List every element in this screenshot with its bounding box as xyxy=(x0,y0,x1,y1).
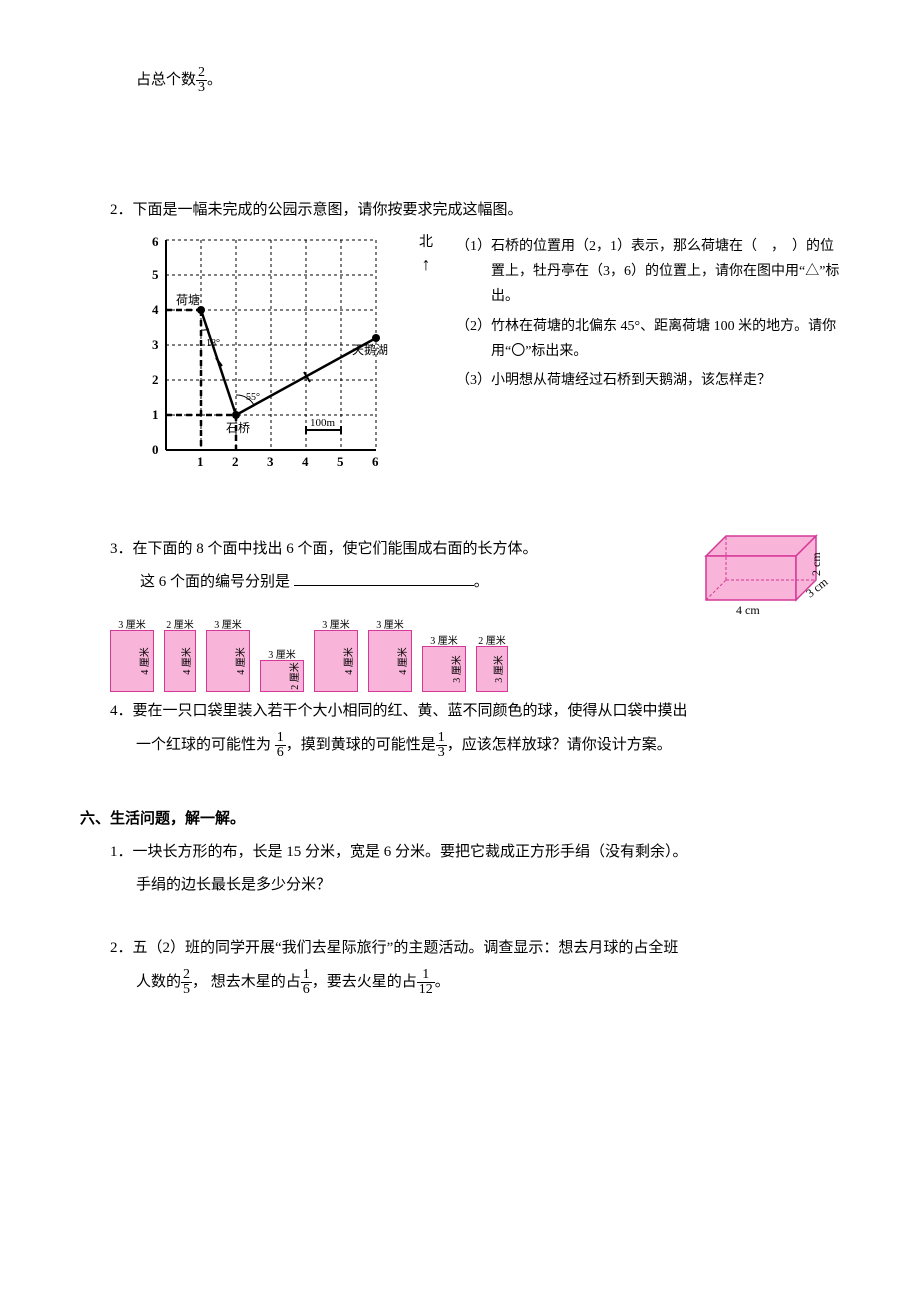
q2-subs: （1）石桥的位置用（2，1）表示，那么荷塘在（ ， ）的位置上，牡丹亭在（3，6… xyxy=(456,230,840,397)
q3-stem-a: 3．在下面的 8 个面中找出 6 个面，使它们能围成右面的长方体。 xyxy=(110,536,680,563)
svg-text:1: 1 xyxy=(152,407,159,422)
face-5: 3 厘米4 厘米 xyxy=(314,630,358,692)
s6-q2a: 2．五（2）班的同学开展“我们去星际旅行”的主题活动。调查显示：想去月球的占全班 xyxy=(110,935,840,962)
q2-sub3: （3）小明想从荷塘经过石桥到天鹅湖，该怎样走？ xyxy=(456,368,840,393)
cuboid-h: 2 cm xyxy=(809,552,823,576)
face-6: 3 厘米4 厘米 xyxy=(368,630,412,692)
svg-text:5: 5 xyxy=(152,267,159,282)
north-arrow: ↑ xyxy=(416,255,436,273)
cuboid: 4 cm 2 cm 3 cm xyxy=(700,530,840,620)
face-1: 3 厘米4 厘米 xyxy=(110,630,154,692)
svg-text:3: 3 xyxy=(267,454,274,469)
lbl-tianehu: 天鹅湖 xyxy=(352,342,388,357)
q0-line: 占总个数23。 xyxy=(136,66,840,95)
north-label: 北 xyxy=(416,230,436,255)
blank-line xyxy=(294,570,474,586)
s6-f3: 112 xyxy=(417,968,435,997)
q4-line1: 4．要在一只口袋里装入若干个大小相同的红、黄、蓝不同颜色的球，使得从口袋中摸出 xyxy=(110,698,840,725)
face-2: 2 厘米4 厘米 xyxy=(164,630,196,692)
s6-title: 六、生活问题，解一解。 xyxy=(80,806,840,833)
svg-text:5: 5 xyxy=(337,454,344,469)
svg-text:2: 2 xyxy=(232,454,239,469)
face-4: 3 厘米2 厘米 xyxy=(260,660,304,692)
svg-text:1: 1 xyxy=(197,454,204,469)
svg-text:4: 4 xyxy=(152,302,159,317)
q3-top: 3．在下面的 8 个面中找出 6 个面，使它们能围成右面的长方体。 这 6 个面… xyxy=(110,530,840,620)
angle2: 55° xyxy=(246,392,260,403)
lbl-shiqiao: 石桥 xyxy=(226,421,250,435)
s6-f2: 16 xyxy=(301,968,312,997)
svg-text:0: 0 xyxy=(152,442,159,457)
s6-f1: 25 xyxy=(181,968,192,997)
lbl-hetang: 荷塘 xyxy=(176,292,200,307)
svg-text:4: 4 xyxy=(302,454,309,469)
q2-chart: 荷塘 石桥 天鹅湖 18° 55° 100m 0 1 2 3 4 5 xyxy=(136,230,396,490)
scale-label: 100m xyxy=(310,417,336,429)
svg-text:2: 2 xyxy=(152,372,159,387)
q2-sub2: （2）竹林在荷塘的北偏东 45°、距离荷塘 100 米的地方。请你用“〇”标出来… xyxy=(456,314,840,364)
svg-text:3: 3 xyxy=(152,337,159,352)
face-3: 3 厘米4 厘米 xyxy=(206,630,250,692)
face-8: 2 厘米3 厘米 xyxy=(476,646,508,692)
s6-q1b: 手绢的边长最长是多少分米？ xyxy=(136,872,840,899)
svg-text:6: 6 xyxy=(152,234,159,249)
face-7: 3 厘米3 厘米 xyxy=(422,646,466,692)
svg-text:6: 6 xyxy=(372,454,379,469)
s6-q2b: 人数的25， 想去木星的占16，要去火星的占112。 xyxy=(136,968,840,997)
q2-chart-col: 荷塘 石桥 天鹅湖 18° 55° 100m 0 1 2 3 4 5 xyxy=(136,230,396,500)
faces-row: 3 厘米4 厘米 2 厘米4 厘米 3 厘米4 厘米 3 厘米2 厘米 3 厘米4 厘米… xyxy=(110,630,840,692)
q2-stem: 2．下面是一幅未完成的公园示意图，请你按要求完成这幅图。 xyxy=(110,197,840,224)
q4-line2: 一个红球的可能性为 16，摸到黄球的可能性是13，应该怎样放球？请你设计方案。 xyxy=(136,731,840,760)
q3-stem-b: 这 6 个面的编号分别是 。 xyxy=(140,569,680,596)
angle1: 18° xyxy=(206,338,220,349)
cuboid-w: 4 cm xyxy=(736,603,760,617)
q2-north-col: 北 ↑ xyxy=(416,230,436,273)
q2-sub1: （1）石桥的位置用（2，1）表示，那么荷塘在（ ， ）的位置上，牡丹亭在（3，6… xyxy=(456,234,840,310)
q4-f1: 16 xyxy=(275,731,286,760)
q0-prefix: 占总个数 xyxy=(136,72,196,88)
q0-frac: 23 xyxy=(196,66,207,95)
q4-f2: 13 xyxy=(436,731,447,760)
s6-q1a: 1．一块长方形的布，长是 15 分米，宽是 6 分米。要把它裁成正方形手绢（没有… xyxy=(110,839,840,866)
q2-body: 荷塘 石桥 天鹅湖 18° 55° 100m 0 1 2 3 4 5 xyxy=(136,230,840,500)
q0-suffix: 。 xyxy=(207,72,222,88)
